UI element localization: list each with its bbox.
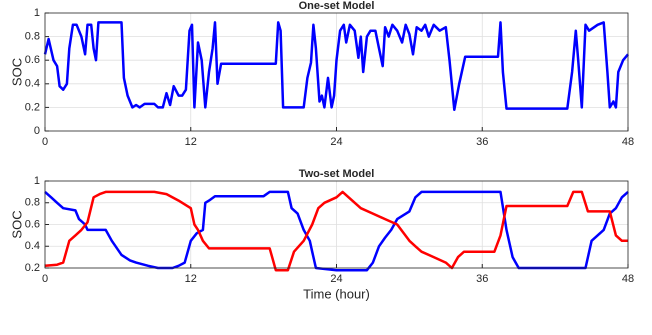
series-line xyxy=(43,21,629,112)
y-tick-label: 0.2 xyxy=(25,101,40,113)
y-tick-label: 0.4 xyxy=(25,240,40,252)
x-axis-label: Time (hour) xyxy=(303,286,370,301)
chart-title: One-set Model xyxy=(299,0,375,12)
x-tick-label: 0 xyxy=(42,136,48,148)
x-tick-label: 48 xyxy=(622,273,634,285)
y-axis-label: SOC xyxy=(9,58,24,86)
series-line xyxy=(44,190,628,272)
y-tick-label: 0.6 xyxy=(25,54,40,66)
y-tick-label: 1 xyxy=(34,175,40,187)
axes-box xyxy=(44,12,629,132)
x-tick-label: 36 xyxy=(476,273,488,285)
y-tick-label: 0.6 xyxy=(25,218,40,230)
y-axis-label: SOC xyxy=(9,210,24,238)
x-tick-label: 48 xyxy=(622,136,634,148)
y-tick-label: 1 xyxy=(34,7,40,19)
series-line xyxy=(44,190,629,272)
x-tick-label: 12 xyxy=(185,273,197,285)
axes-box xyxy=(44,180,629,269)
x-tick-label: 0 xyxy=(42,273,48,285)
y-tick-label: 0.8 xyxy=(25,31,40,43)
x-tick-label: 36 xyxy=(476,136,488,148)
y-tick-label: 0 xyxy=(34,125,40,137)
y-tick-label: 0.8 xyxy=(25,197,40,209)
x-tick-label: 24 xyxy=(330,136,342,148)
x-tick-label: 12 xyxy=(185,136,197,148)
y-tick-label: 0.4 xyxy=(25,78,40,90)
x-tick-label: 24 xyxy=(330,273,342,285)
chart-title: Two-set Model xyxy=(299,168,375,180)
y-tick-label: 0.2 xyxy=(25,262,40,274)
